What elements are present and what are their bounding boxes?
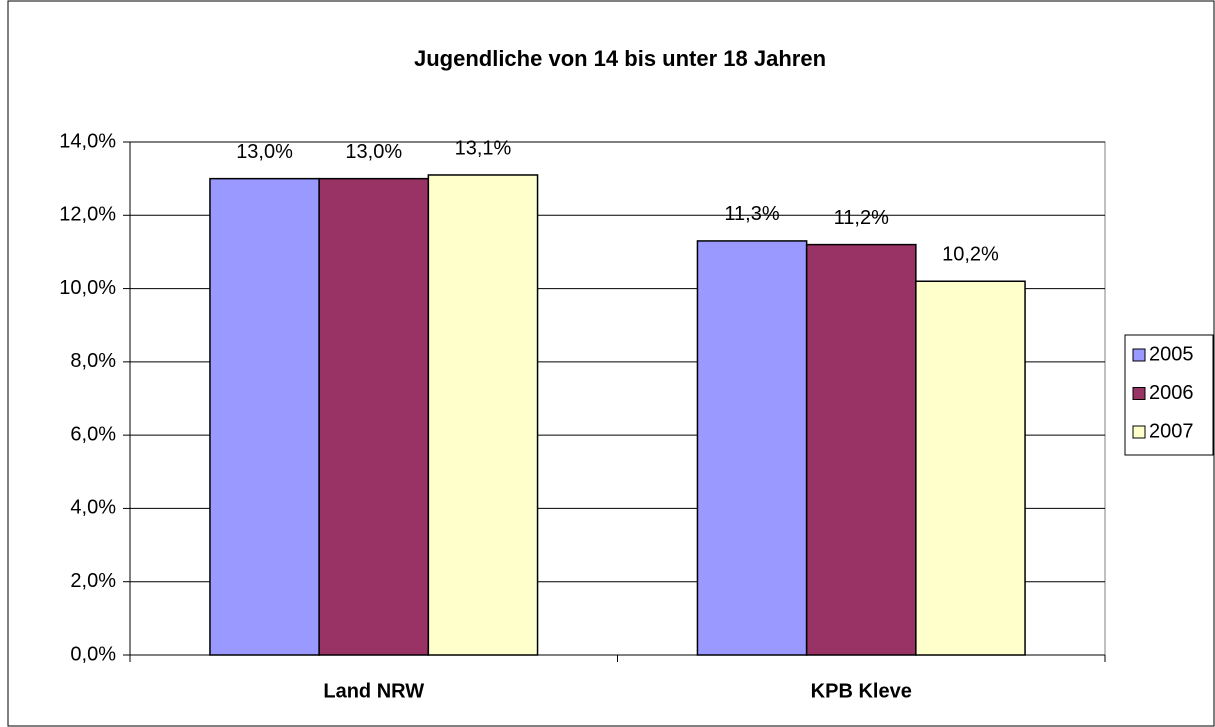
- data-label: 11,3%: [724, 203, 779, 225]
- chart-title: Jugendliche von 14 bis unter 18 Jahren: [414, 46, 826, 71]
- bar: [427, 174, 539, 656]
- bar: [805, 243, 917, 656]
- data-label: 13,1%: [455, 137, 512, 159]
- y-tick-label: 4,0%: [70, 497, 116, 519]
- legend-swatch: [1132, 387, 1146, 400]
- bar: [915, 280, 1026, 656]
- legend-swatch: [1132, 348, 1146, 362]
- y-tick-label: 14,0%: [59, 130, 116, 152]
- legend-label: 2005: [1149, 343, 1194, 365]
- y-tick-label: 6,0%: [70, 423, 116, 445]
- data-label: 10,2%: [942, 244, 999, 266]
- data-label: 13,0%: [236, 141, 293, 163]
- bar: [209, 177, 320, 656]
- legend-label: 2006: [1149, 382, 1194, 404]
- bar: [318, 177, 430, 656]
- bar: [696, 240, 808, 656]
- data-label: 13,0%: [345, 141, 402, 163]
- y-tick-label: 0,0%: [70, 643, 116, 665]
- y-tick-label: 10,0%: [59, 277, 116, 299]
- legend-label: 2007: [1149, 420, 1194, 442]
- y-tick-label: 8,0%: [70, 350, 116, 372]
- y-tick-label: 12,0%: [59, 204, 116, 226]
- legend-swatch: [1132, 425, 1146, 439]
- x-tick-label: Land NRW: [323, 680, 424, 702]
- data-label: 11,2%: [834, 207, 889, 229]
- x-tick-label: KPB Kleve: [811, 680, 912, 702]
- y-tick-label: 2,0%: [70, 570, 116, 592]
